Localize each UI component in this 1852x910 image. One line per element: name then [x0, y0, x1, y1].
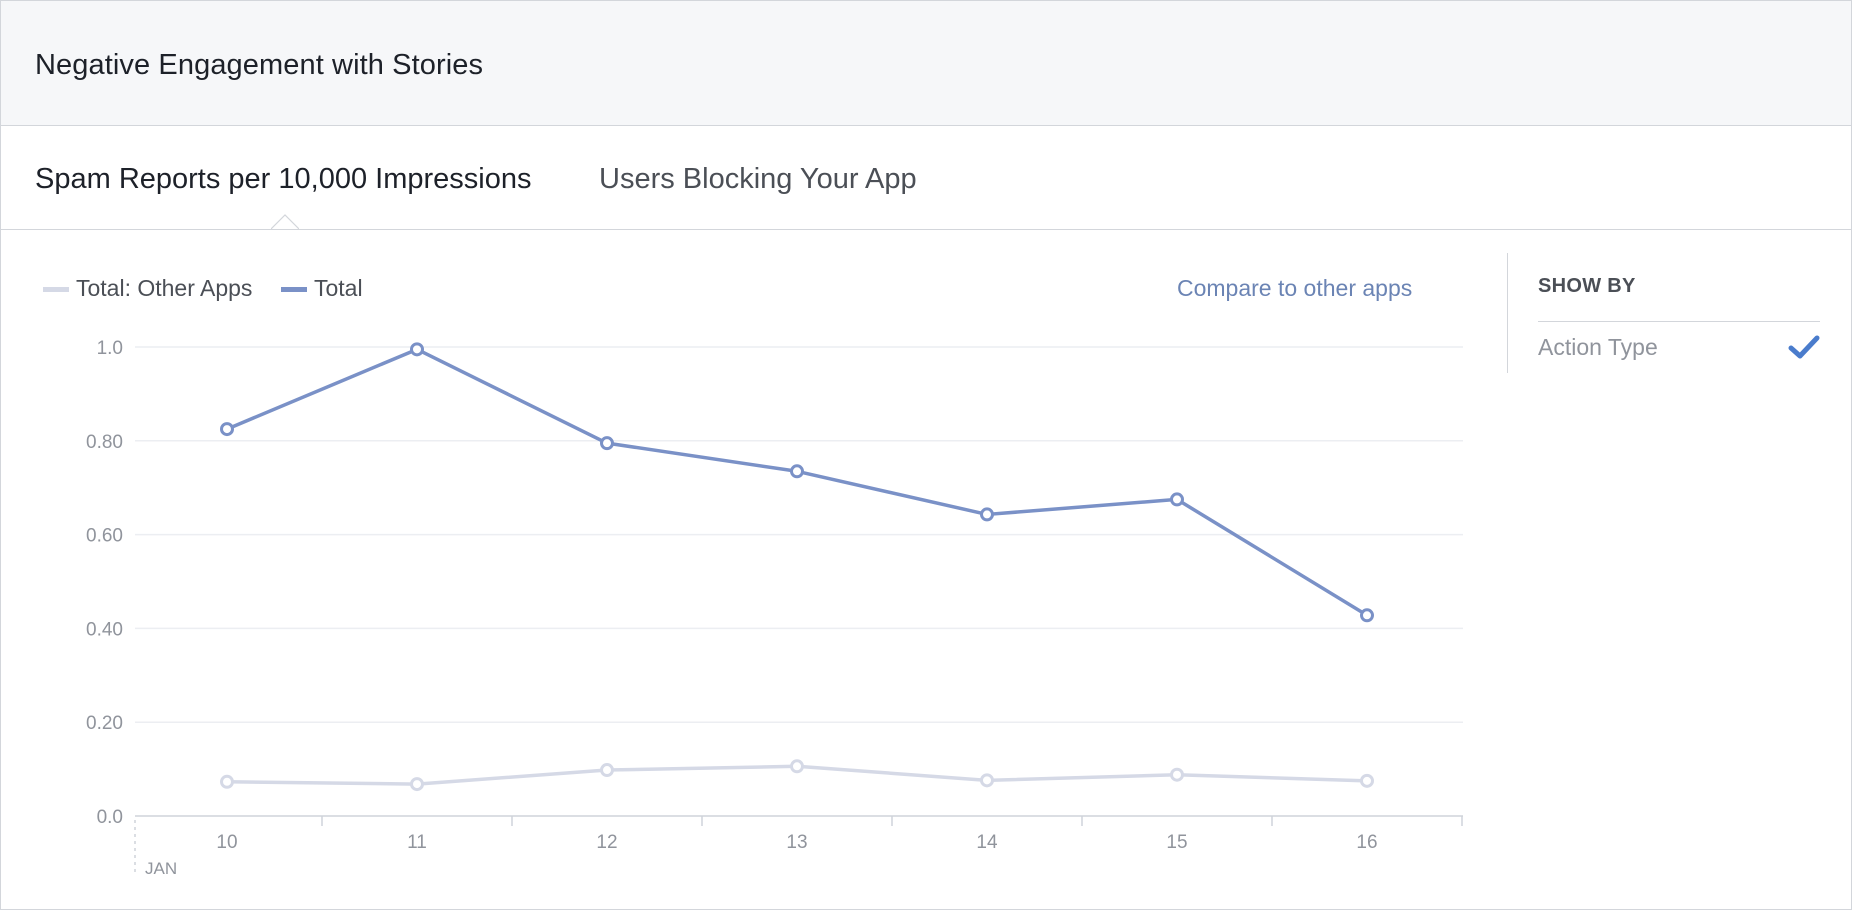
show-by-action-type-label: Action Type — [1538, 334, 1658, 360]
y-tick-label: 0.60 — [86, 526, 123, 547]
compare-to-other-apps-link[interactable]: Compare to other apps — [1177, 275, 1413, 301]
y-tick-label: 0.80 — [86, 432, 123, 453]
show-by-rule — [1538, 321, 1820, 322]
x-tick-label: 12 — [596, 832, 617, 853]
y-tick-label: 0.40 — [86, 619, 123, 640]
card-title: Negative Engagement with Stories — [35, 49, 484, 81]
legend-swatch-other-apps — [43, 287, 69, 292]
show-by-action-type[interactable]: Action Type — [1538, 334, 1820, 378]
x-tick-label: 16 — [1356, 832, 1377, 853]
x-tick-label: 13 — [786, 832, 807, 853]
tab-bar: Spam Reports per 10,000 Impressions User… — [1, 126, 1851, 230]
data-point-other-apps — [1360, 773, 1374, 788]
data-point-total — [1170, 492, 1184, 507]
card-header: Negative Engagement with Stories — [1, 1, 1851, 126]
x-tick-label: 14 — [976, 832, 998, 853]
data-point-total — [410, 342, 424, 357]
y-tick-label: 0.20 — [86, 713, 123, 734]
y-tick-label: 0.0 — [97, 807, 123, 828]
series-line-total — [226, 347, 1368, 617]
data-point-other-apps — [1170, 767, 1184, 782]
x-tick-label: 15 — [1166, 832, 1187, 853]
data-point-total — [600, 436, 614, 451]
x-month-label: JAN — [145, 859, 177, 878]
active-tab-caret — [271, 214, 299, 230]
data-point-total — [790, 464, 804, 479]
data-point-total — [980, 507, 994, 522]
y-tick-label: 1.0 — [97, 338, 123, 359]
legend-label-total: Total — [314, 275, 363, 301]
x-tick-label: 10 — [216, 832, 237, 853]
data-point-other-apps — [220, 774, 234, 789]
legend-label-other-apps: Total: Other Apps — [76, 275, 253, 301]
data-point-total — [220, 422, 234, 437]
tab-spam-reports[interactable]: Spam Reports per 10,000 Impressions — [35, 163, 532, 195]
data-point-other-apps — [790, 759, 804, 774]
tab-users-blocking[interactable]: Users Blocking Your App — [599, 163, 917, 195]
legend-swatch-total — [281, 287, 307, 292]
data-point-other-apps — [980, 773, 994, 788]
data-point-total — [1360, 608, 1374, 623]
line-chart: 0.0 0.20 0.40 0.60 0.80 1.0 10 11 12 13 14 15 16 JAN — [86, 338, 1463, 878]
sidebar-divider — [1507, 253, 1508, 373]
x-tick-label: 11 — [407, 832, 427, 853]
data-point-other-apps — [410, 777, 424, 792]
show-by-title: SHOW BY — [1538, 275, 1636, 297]
data-point-other-apps — [600, 763, 614, 778]
checkmark-icon — [1788, 335, 1820, 359]
